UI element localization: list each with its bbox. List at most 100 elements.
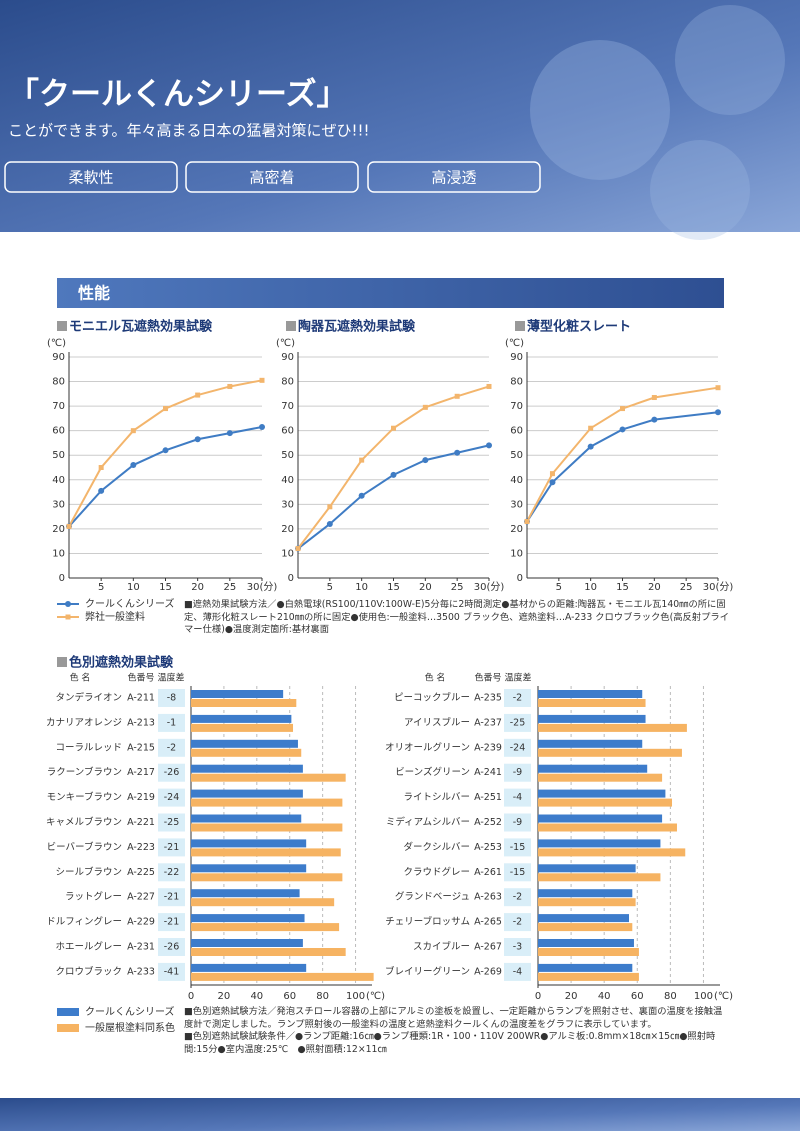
marker xyxy=(130,462,137,469)
difference: -8 xyxy=(167,693,176,704)
title: 「クールくんシリーズ」 xyxy=(8,77,347,113)
bar xyxy=(191,939,303,947)
diff-bg xyxy=(158,863,185,882)
x-tick-label: 100 xyxy=(346,991,365,1002)
y-unit: (℃) xyxy=(276,338,295,349)
diff-bg xyxy=(504,962,531,981)
bar xyxy=(191,814,302,823)
legend-marker xyxy=(65,601,71,607)
bar xyxy=(191,972,374,981)
y-tick-label: 0 xyxy=(59,573,65,584)
marker xyxy=(422,457,429,464)
difference: -2 xyxy=(513,693,522,704)
column-header: 温度差 xyxy=(504,672,531,684)
y-tick-label: 60 xyxy=(52,426,65,437)
bar xyxy=(538,873,661,882)
y-tick-label: 50 xyxy=(52,450,65,461)
chart-title: モニエル瓦遮熱効果試験 xyxy=(69,319,213,335)
category: ダークシルバー xyxy=(403,841,470,853)
marker xyxy=(295,546,301,552)
y-tick-label: 90 xyxy=(281,352,294,363)
marker xyxy=(619,426,626,433)
category: グランドベージュ xyxy=(395,891,470,903)
code: A-219 xyxy=(127,792,155,803)
note: ■色別遮熱試験方法／発泡スチロール容器の上部にアルミの塗板を設置し、一定距離から… xyxy=(184,1006,723,1030)
marker xyxy=(98,487,105,494)
column-header: 色番号 xyxy=(474,672,501,684)
y-tick-label: 50 xyxy=(510,450,523,461)
diff-bg xyxy=(158,888,185,907)
difference: -25 xyxy=(510,717,526,728)
bar xyxy=(191,923,340,932)
category: シールブラウン xyxy=(55,866,122,878)
bar xyxy=(538,764,648,773)
y-tick-label: 30 xyxy=(52,499,65,510)
bar xyxy=(538,773,663,782)
y-tick-label: 20 xyxy=(510,524,523,535)
marker xyxy=(454,449,461,456)
code: A-252 xyxy=(474,817,502,828)
x-tick-label: 25 xyxy=(223,582,236,593)
y-tick-label: 70 xyxy=(510,401,523,412)
category: ミディアムシルバー xyxy=(386,816,470,828)
decor xyxy=(675,5,785,115)
category: チェリーブロッサム xyxy=(385,916,470,928)
marker xyxy=(227,383,233,389)
y-tick-label: 90 xyxy=(510,352,523,363)
diff-bg xyxy=(504,913,531,932)
x-tick-label: 100 xyxy=(694,991,713,1002)
category: アイリスブルー xyxy=(404,716,470,728)
y-tick-label: 60 xyxy=(510,426,523,437)
x-tick-label: 20 xyxy=(565,991,578,1002)
difference: -4 xyxy=(513,792,522,803)
column-header: 色 名 xyxy=(70,672,91,684)
code: A-253 xyxy=(474,842,502,853)
marker xyxy=(390,471,397,478)
marker xyxy=(194,436,201,443)
legend-swatch xyxy=(57,1024,79,1032)
y-tick-label: 70 xyxy=(281,401,294,412)
y-tick-label: 40 xyxy=(510,475,523,486)
marker xyxy=(651,395,657,401)
y-tick-label: 40 xyxy=(52,475,65,486)
x-tick-label: 40 xyxy=(598,991,611,1002)
x-tick-label: 15 xyxy=(616,582,629,593)
x-tick-label: 20 xyxy=(218,991,231,1002)
bar xyxy=(538,814,663,823)
y-tick-label: 20 xyxy=(281,524,294,535)
bar xyxy=(538,723,687,732)
badge-label: 柔軟性 xyxy=(68,169,113,187)
diff-bg xyxy=(158,938,185,956)
category: クロウブラック xyxy=(55,965,122,977)
y-tick-label: 30 xyxy=(281,499,294,510)
bar xyxy=(538,839,661,848)
code: A-267 xyxy=(474,942,502,953)
legend-swatch xyxy=(57,1008,79,1016)
bar xyxy=(191,873,343,882)
diff-bg xyxy=(158,763,185,782)
diff-bg xyxy=(504,713,531,732)
difference: -22 xyxy=(164,867,180,878)
legend-label: クールくんシリーズ xyxy=(85,1005,175,1018)
x-tick-label: 60 xyxy=(631,991,644,1002)
bar xyxy=(191,848,341,857)
note: ■色別遮熱試験試験条件／●ランプ距離:16㎝●ランプ種類:1R・100・110V… xyxy=(184,1031,716,1055)
marker xyxy=(163,406,168,412)
column-header: 色番号 xyxy=(127,672,154,684)
x-tick-label: 20 xyxy=(419,582,432,593)
bar xyxy=(191,823,343,832)
legend-label: クールくんシリーズ xyxy=(85,597,175,610)
code: A-263 xyxy=(474,892,502,903)
y-tick-label: 80 xyxy=(281,377,294,388)
bar xyxy=(191,764,303,773)
y-tick-label: 70 xyxy=(52,401,65,412)
bar xyxy=(538,748,682,757)
category: ブレイリーグリーン xyxy=(385,965,470,977)
difference: -41 xyxy=(164,966,180,977)
x-tick-label: 20 xyxy=(648,582,661,593)
section-bar xyxy=(57,278,724,308)
code: A-215 xyxy=(127,742,155,753)
diff-bg xyxy=(158,713,185,732)
decor xyxy=(530,40,670,180)
difference: -21 xyxy=(164,892,180,903)
